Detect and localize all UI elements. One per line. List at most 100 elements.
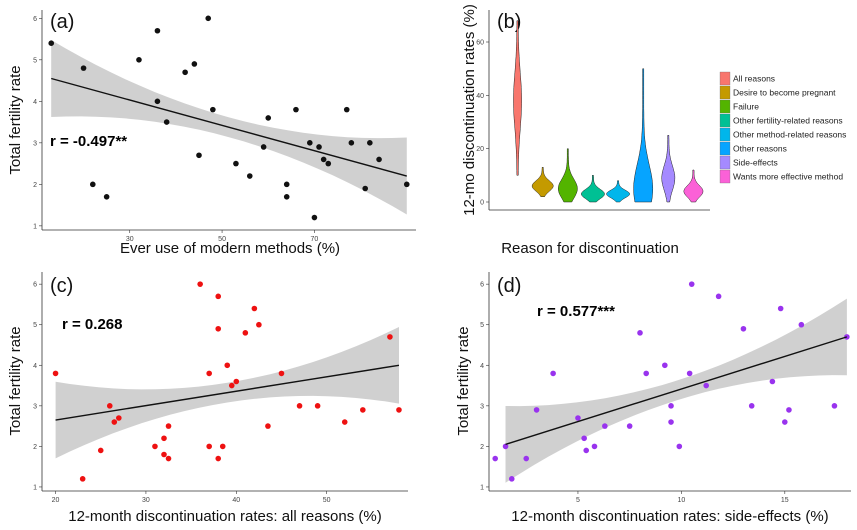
data-point (688, 281, 695, 287)
data-point (343, 106, 350, 113)
violin-shape (558, 148, 578, 203)
data-point (311, 214, 318, 221)
data-point (224, 362, 231, 369)
x-tick-label: 20 (52, 497, 60, 504)
legend-swatch (719, 141, 731, 156)
y-tick-label: 2 (33, 182, 37, 189)
data-point (575, 415, 581, 421)
y-tick-label: 1 (33, 484, 37, 491)
legend-swatch (719, 113, 731, 128)
panel-label: (b) (497, 11, 521, 33)
data-point (106, 403, 113, 409)
y-tick-label: 60 (476, 40, 484, 47)
regression-line (505, 336, 848, 446)
x-axis-title: 12-month discontinuation rates: all reas… (68, 508, 382, 525)
correlation-annotation: r = 0.268 (62, 316, 122, 333)
y-axis-title: Total fertility rate (7, 326, 24, 435)
data-point (256, 321, 262, 328)
data-point (265, 423, 271, 429)
data-point (777, 305, 784, 312)
data-point (154, 27, 161, 34)
panel-label: (c) (50, 275, 73, 297)
data-point (52, 370, 59, 377)
y-tick-label: 2 (33, 444, 37, 451)
x-tick-label: 10 (677, 497, 685, 504)
data-point (293, 106, 299, 113)
data-point (626, 423, 633, 429)
violin-shape (513, 20, 522, 176)
data-point (348, 140, 355, 146)
data-point (325, 160, 332, 167)
data-point (197, 281, 203, 287)
data-point (161, 435, 167, 442)
data-point (163, 119, 170, 125)
y-tick-label: 1 (33, 223, 37, 230)
panel-label: (a) (50, 11, 74, 33)
data-point (662, 362, 668, 369)
y-tick-label: 2 (480, 444, 484, 451)
data-point (748, 403, 755, 409)
data-point (668, 419, 674, 425)
data-point (80, 65, 87, 71)
y-axis-title: Total fertility rate (455, 326, 472, 435)
data-point (161, 451, 167, 458)
data-point (152, 443, 158, 450)
data-point (831, 403, 838, 409)
data-point (165, 455, 172, 462)
panel-a: (a) Ever use of modern methods (%) Total f… (7, 10, 416, 257)
data-point (550, 370, 556, 377)
data-point (502, 443, 509, 450)
y-tick-label: 3 (33, 403, 37, 410)
legend-swatch (719, 155, 731, 170)
violin-shape (581, 175, 605, 203)
y-tick-label: 5 (33, 57, 37, 64)
data-point (215, 455, 222, 462)
legend-swatch (719, 169, 731, 184)
data-point (251, 305, 258, 312)
data-point (583, 447, 590, 454)
data-point (111, 419, 118, 425)
x-tick-label: 50 (218, 236, 226, 243)
data-point (314, 403, 321, 409)
data-point (703, 382, 709, 389)
data-point (283, 193, 290, 200)
regression-line (55, 364, 400, 421)
data-point (265, 115, 272, 121)
data-point (492, 455, 499, 462)
violin-shape (683, 169, 704, 203)
y-tick-label: 6 (33, 282, 37, 289)
data-point (206, 370, 212, 377)
y-tick-label: 6 (33, 16, 37, 23)
y-tick-label: 4 (33, 99, 37, 106)
data-point (686, 370, 693, 377)
data-point (403, 181, 410, 188)
y-tick-label: 4 (480, 363, 484, 370)
data-point (228, 382, 235, 389)
data-point (362, 185, 369, 192)
legend-swatch (719, 71, 731, 86)
data-point (740, 325, 747, 332)
data-point (116, 415, 122, 421)
data-point (233, 378, 240, 385)
y-tick-label: 1 (480, 484, 484, 491)
data-point (154, 98, 161, 105)
legend-label: Wants more effective method (733, 172, 843, 182)
data-point (316, 144, 322, 150)
violin-shape (661, 135, 676, 203)
violin-shape (606, 180, 630, 203)
data-point (136, 57, 142, 63)
x-tick-label: 30 (126, 236, 134, 243)
data-point (165, 423, 172, 429)
data-point (307, 140, 313, 146)
data-point (196, 152, 202, 159)
panel-d: (d) 12-month discontinuation rates: side-… (455, 272, 851, 525)
legend-label: Other reasons (733, 144, 787, 154)
data-point (637, 330, 643, 336)
y-axis-title: 12-mo discontinuation rates (%) (461, 4, 478, 216)
data-point (676, 443, 683, 450)
y-axis-title: Total fertility rate (7, 65, 24, 174)
data-point (508, 476, 515, 482)
legend-swatch (719, 99, 731, 114)
data-point (786, 407, 792, 413)
